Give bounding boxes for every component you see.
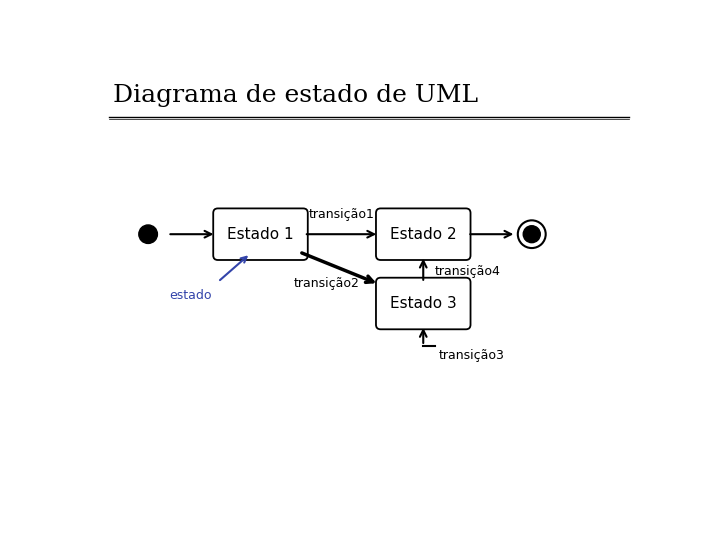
Text: transição4: transição4 (435, 265, 500, 278)
Text: estado: estado (169, 289, 212, 302)
Text: Estado 3: Estado 3 (390, 296, 456, 311)
Text: Diagrama de estado de UML: Diagrama de estado de UML (113, 84, 478, 107)
Circle shape (139, 225, 158, 244)
Text: Estado 1: Estado 1 (228, 227, 294, 242)
FancyBboxPatch shape (376, 278, 471, 329)
Text: Estado 2: Estado 2 (390, 227, 456, 242)
Circle shape (523, 226, 540, 242)
Text: transição2: transição2 (294, 278, 359, 291)
Text: transição1: transição1 (309, 208, 375, 221)
Text: transição3: transição3 (438, 349, 505, 362)
FancyBboxPatch shape (376, 208, 471, 260)
FancyBboxPatch shape (213, 208, 307, 260)
